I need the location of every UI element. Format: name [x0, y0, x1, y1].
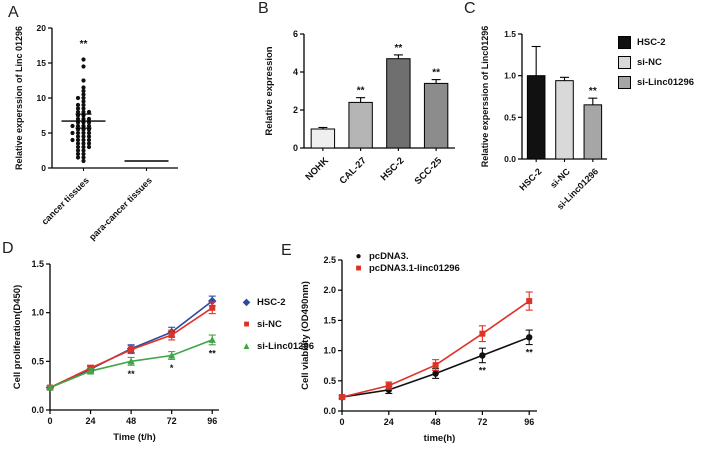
- panel-b-label: B: [258, 0, 269, 17]
- bar-chart-linc01296-knockdown: 0.0 0.5 1.0 1.5 Relative experssion of Linc0…: [480, 26, 607, 212]
- svg-text:**: **: [209, 348, 217, 358]
- svg-text:Time (t/h): Time (t/h): [113, 432, 156, 443]
- svg-text:HSC-2: HSC-2: [517, 166, 543, 192]
- svg-text:1.0: 1.0: [323, 346, 336, 356]
- svg-text:**: **: [357, 86, 365, 97]
- svg-text:**: **: [432, 68, 440, 79]
- legend-item-si-nc: si-NC: [618, 56, 694, 69]
- svg-text:time(h): time(h): [424, 433, 456, 444]
- svg-text:0.5: 0.5: [31, 356, 44, 366]
- svg-text:72: 72: [477, 417, 487, 427]
- svg-text:1.5: 1.5: [504, 29, 516, 39]
- legend-item-pcdna3: ● pcDNA3.: [352, 251, 460, 262]
- svg-text:4: 4: [293, 67, 298, 77]
- svg-text:**: **: [394, 43, 402, 54]
- legend-item-si-linc01296: si-Linc01296: [618, 76, 694, 89]
- svg-text:96: 96: [524, 417, 534, 427]
- svg-text:24: 24: [86, 416, 96, 426]
- svg-text:0.0: 0.0: [31, 405, 44, 415]
- svg-text:5: 5: [41, 128, 46, 138]
- legend-item-si-linc01296: ▲ si-Linc01296: [240, 340, 315, 352]
- legend-item-hsc2: HSC-2: [618, 36, 694, 49]
- svg-text:para-cancer tissues: para-cancer tissues: [87, 175, 154, 242]
- svg-text:48: 48: [431, 417, 441, 427]
- svg-text:0.5: 0.5: [323, 376, 336, 386]
- svg-text:CAL-27: CAL-27: [337, 155, 368, 186]
- svg-text:1.5: 1.5: [31, 259, 44, 269]
- line-chart-cell-proliferation: 0.0 0.5 1.0 1.5 Cell proliferation(D450) 0 24 4…: [12, 259, 219, 443]
- legend-label-pcdna3-linc01296: pcDNA3.1-linc01296: [369, 263, 460, 274]
- legend-label-si-linc01296: si-Linc01296: [257, 341, 315, 352]
- panel-e-legend: ● pcDNA3. ■ pcDNA3.1-linc01296: [352, 251, 460, 275]
- svg-text:SCC-25: SCC-25: [413, 155, 445, 187]
- svg-text:6: 6: [293, 29, 298, 39]
- scatter-plot-linc01296-tissue-expression: 0 5 10 15 20 Relative experssion of Linc 0129…: [14, 23, 178, 242]
- svg-text:48: 48: [126, 416, 136, 426]
- diamond-marker-icon: ◆: [242, 296, 251, 308]
- legend-item-hsc2: ◆ HSC-2: [240, 297, 314, 308]
- circle-marker-icon: ●: [355, 250, 362, 262]
- svg-text:0: 0: [339, 417, 344, 427]
- panel-d-legend: ◆ HSC-2 ■ si-NC ▲ si-Linc01296: [240, 297, 315, 363]
- svg-text:0.0: 0.0: [323, 406, 336, 416]
- svg-text:si-NC: si-NC: [548, 166, 572, 190]
- svg-text:0.0: 0.0: [504, 154, 516, 164]
- legend-label-si-nc: si-NC: [637, 57, 662, 68]
- panel-c-legend: HSC-2 si-NC si-Linc01296: [618, 36, 694, 96]
- svg-text:**: **: [589, 86, 597, 97]
- svg-text:0: 0: [41, 163, 46, 173]
- svg-text:cancer tissues: cancer tissues: [40, 175, 91, 226]
- svg-text:24: 24: [384, 417, 394, 427]
- svg-text:72: 72: [167, 416, 177, 426]
- svg-text:*: *: [170, 363, 174, 373]
- square-marker-icon: ■: [243, 318, 250, 330]
- svg-text:Cell proliferation(D450): Cell proliferation(D450): [12, 285, 23, 390]
- svg-text:Cell viability (OD490nm): Cell viability (OD490nm): [300, 281, 311, 390]
- svg-text:10: 10: [37, 93, 47, 103]
- line-chart-cell-viability: 0.0 0.5 1.0 1.5 2.0 2.5 Cell viability (OD490n…: [300, 255, 537, 444]
- square-marker-icon: ■: [355, 262, 362, 274]
- svg-text:**: **: [80, 39, 88, 50]
- svg-text:96: 96: [207, 416, 217, 426]
- svg-text:1.0: 1.0: [504, 71, 516, 81]
- svg-text:**: **: [479, 366, 487, 376]
- svg-text:**: **: [128, 369, 136, 379]
- svg-text:1.5: 1.5: [323, 315, 336, 325]
- si-nc-swatch-icon: [618, 56, 631, 69]
- panel-c-label: C: [464, 0, 476, 17]
- panel-d-label: D: [2, 240, 14, 257]
- svg-text:20: 20: [37, 23, 47, 33]
- svg-text:0.5: 0.5: [504, 112, 516, 122]
- si-linc01296-swatch-icon: [618, 76, 631, 89]
- legend-label-si-nc: si-NC: [257, 319, 282, 330]
- svg-text:2: 2: [293, 105, 298, 115]
- legend-label-hsc2: HSC-2: [257, 297, 286, 308]
- legend-label-hsc2: HSC-2: [637, 37, 666, 48]
- svg-text:Relative experssion of Linc012: Relative experssion of Linc01296: [480, 26, 490, 168]
- svg-text:2.0: 2.0: [323, 285, 336, 295]
- panel-a-label: A: [8, 4, 19, 21]
- svg-text:0: 0: [293, 143, 298, 153]
- svg-text:2.5: 2.5: [323, 255, 336, 265]
- triangle-marker-icon: ▲: [241, 340, 252, 352]
- svg-text:**: **: [526, 347, 534, 357]
- hsc2-swatch-icon: [618, 36, 631, 49]
- legend-item-pcdna3-linc01296: ■ pcDNA3.1-linc01296: [352, 262, 460, 274]
- svg-text:0: 0: [47, 416, 52, 426]
- svg-text:NOHK: NOHK: [303, 155, 331, 183]
- svg-text:1.0: 1.0: [31, 308, 44, 318]
- svg-text:Relative expression: Relative expression: [264, 46, 275, 135]
- svg-text:15: 15: [37, 58, 47, 68]
- legend-label-si-linc01296: si-Linc01296: [637, 77, 695, 88]
- panel-e-label: E: [281, 242, 292, 259]
- bar-chart-linc01296-cell-lines: 0 2 4 6 Relative expression NOHK ** CAL-27 ** HSC…: [264, 29, 455, 187]
- legend-item-si-nc: ■ si-NC: [240, 319, 314, 330]
- svg-text:Relative experssion of Linc 01: Relative experssion of Linc 01296: [14, 26, 24, 170]
- svg-text:HSC-2: HSC-2: [379, 155, 407, 183]
- legend-label-pcdna3: pcDNA3.: [369, 251, 409, 262]
